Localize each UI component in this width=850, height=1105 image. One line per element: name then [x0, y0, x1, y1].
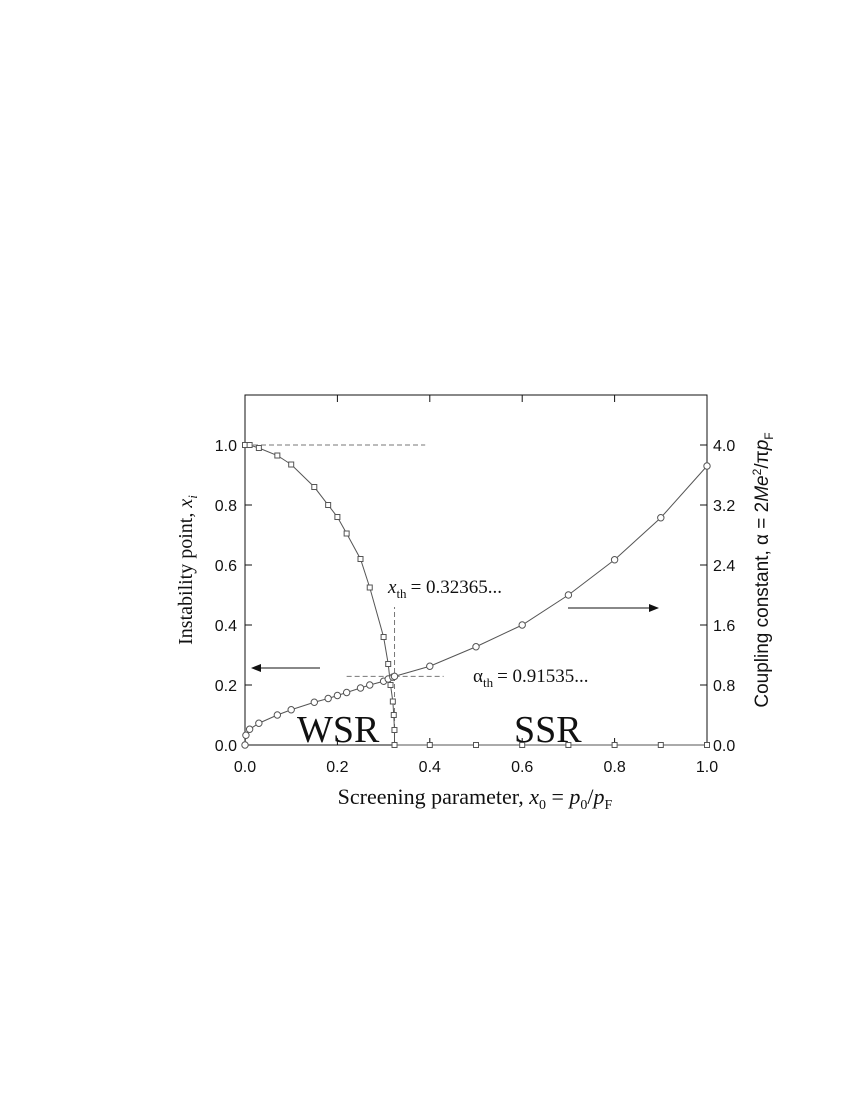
wsr-label: WSR — [297, 709, 380, 751]
square-marker — [366, 584, 373, 591]
square-marker — [343, 530, 350, 537]
circle-marker — [390, 672, 399, 681]
square-marker — [704, 742, 710, 748]
square-marker — [473, 742, 479, 748]
y2-axis-label: Coupling constant, α = 2Me2/πpF — [750, 432, 776, 707]
circle-marker — [356, 684, 365, 692]
square-marker — [519, 742, 526, 748]
y2-tick-label: 4.0 — [713, 438, 735, 455]
y-tick-label: 0.6 — [215, 558, 237, 575]
square-marker — [565, 742, 572, 748]
y-axis-label: Instability point, xi — [175, 495, 200, 645]
square-marker — [387, 682, 394, 689]
circle-marker — [703, 462, 711, 470]
x-threshold-annotation: xth = 0.32365... — [387, 577, 502, 601]
x-tick-label: 0.4 — [419, 759, 441, 776]
y2-tick-label: 2.4 — [713, 558, 735, 575]
circle-marker — [242, 731, 250, 739]
square-marker — [325, 502, 332, 509]
circle-marker — [333, 691, 342, 700]
y2-tick-label: 3.2 — [713, 498, 735, 515]
circle-marker — [245, 725, 254, 733]
circle-marker — [610, 556, 619, 564]
circle-marker — [342, 688, 351, 697]
square-marker — [255, 445, 262, 452]
circle-marker — [657, 514, 665, 522]
y-tick-label: 0.2 — [215, 678, 237, 695]
y-tick-label: 0.0 — [215, 738, 237, 755]
circle-marker — [366, 681, 374, 689]
circle-marker — [324, 694, 332, 703]
square-marker — [288, 461, 295, 468]
square-marker — [390, 712, 397, 719]
square-marker — [246, 442, 253, 449]
x-tick-label: 0.2 — [326, 759, 348, 776]
y-tick-label: 0.4 — [215, 618, 237, 635]
circle-marker — [255, 719, 263, 727]
x-axis-label: Screening parameter, x0 = p0/pF — [338, 784, 613, 813]
circle-marker — [310, 698, 318, 706]
square-marker — [357, 556, 364, 563]
square-marker — [391, 742, 398, 748]
square-marker — [657, 742, 664, 748]
square-marker — [334, 514, 341, 521]
circle-marker — [287, 706, 295, 714]
x-tick-label: 1.0 — [696, 759, 718, 776]
square-marker — [274, 452, 281, 459]
square-marker — [389, 698, 396, 705]
circle-marker — [426, 662, 434, 670]
circle-marker — [564, 591, 573, 599]
square-marker — [385, 661, 392, 668]
circle-marker — [472, 643, 480, 651]
y-tick-label: 1.0 — [215, 438, 237, 455]
circle-marker — [273, 711, 282, 719]
x-tick-label: 0.8 — [603, 759, 625, 776]
y2-tick-label: 0.8 — [713, 678, 735, 695]
x-tick-label: 0.0 — [234, 759, 256, 776]
circle-marker — [518, 621, 526, 629]
y2-tick-label: 0.0 — [713, 738, 735, 755]
circle-marker — [241, 741, 249, 749]
y-tick-label: 0.8 — [215, 498, 237, 515]
square-marker — [391, 727, 398, 734]
square-marker — [611, 742, 618, 748]
square-marker — [426, 742, 433, 748]
y2-tick-label: 1.6 — [713, 618, 735, 635]
plot-frame — [244, 394, 708, 746]
x-tick-label: 0.6 — [511, 759, 533, 776]
square-marker — [311, 484, 318, 491]
square-marker — [380, 634, 387, 641]
alpha-threshold-annotation: αth = 0.91535... — [473, 666, 589, 690]
